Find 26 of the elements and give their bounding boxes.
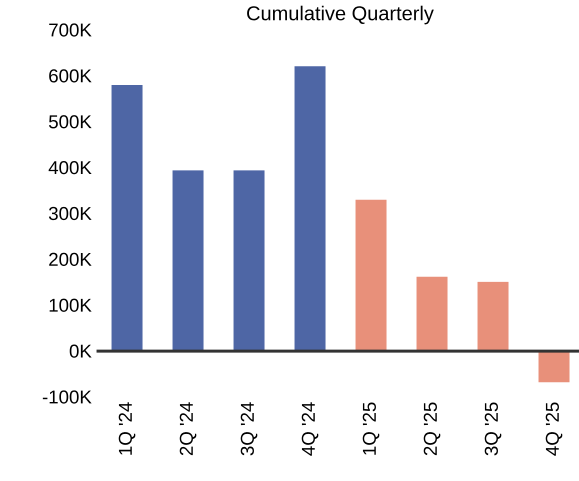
bar	[234, 170, 265, 352]
bar	[538, 351, 570, 382]
x-tick-label: 3Q '25	[484, 402, 502, 456]
x-tick-label: 2Q '24	[180, 402, 196, 456]
x-tick-label: 2Q '25	[424, 402, 440, 456]
y-tick-label: 300K	[48, 206, 92, 220]
y-tick-label: 400K	[48, 160, 92, 174]
x-tick-label: 3Q '24	[240, 402, 258, 456]
bar	[172, 170, 204, 352]
x-tick-label: 4Q '25	[546, 402, 562, 456]
x-tick-label: 4Q '24	[302, 402, 318, 456]
y-tick-label: 100K	[50, 298, 92, 312]
x-tick-label: 1Q '24	[118, 402, 136, 455]
bar	[112, 85, 143, 352]
y-tick-label: 700K	[49, 23, 92, 37]
chart-title: Cumulative Quarterly	[247, 6, 434, 24]
bar	[416, 276, 448, 352]
bar	[356, 200, 387, 352]
y-tick-label: 0K	[70, 344, 92, 358]
y-tick-label: 500K	[48, 115, 92, 128]
x-tick-label: 1Q '25	[362, 402, 380, 455]
bar	[294, 66, 326, 352]
y-tick-label: 200K	[49, 252, 92, 266]
bar	[478, 282, 509, 352]
y-tick-label: 600K	[49, 69, 92, 82]
y-tick-label: -100K	[42, 390, 92, 404]
